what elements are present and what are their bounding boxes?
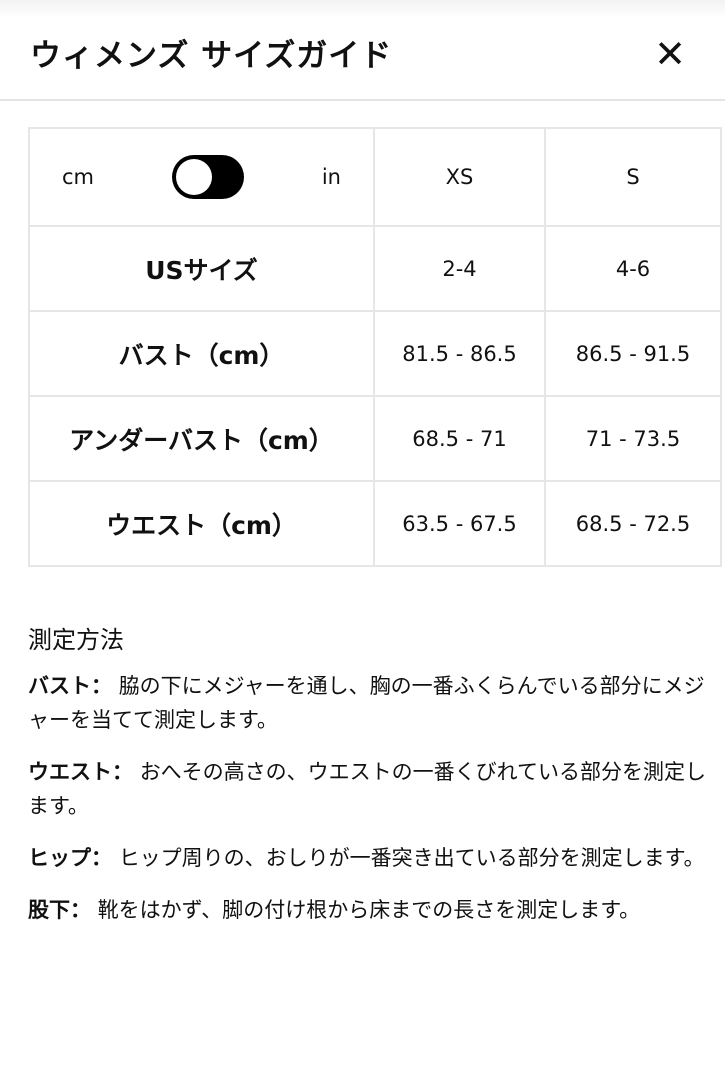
measure-item: バスト： 脇の下にメジャーを通し、胸の一番ふくらんでいる部分にメジャーを当てて測… (28, 669, 713, 737)
measure-text: 靴をはかず、脚の付け根から床までの長さを測定します。 (97, 898, 641, 922)
table-row: アンダーバスト（cm） 68.5 - 71 71 - 73.5 (28, 395, 722, 482)
cell: 68.5 - 72.5 (544, 480, 722, 567)
measure-text: 脇の下にメジャーを通し、胸の一番ふくらんでいる部分にメジャーを当てて測定します。 (28, 674, 705, 732)
measure-item: 股下： 靴をはかず、脚の付け根から床までの長さを測定します。 (28, 893, 713, 927)
cell: 86.5 - 91.5 (544, 310, 722, 397)
row-label: アンダーバスト（cm） (28, 395, 375, 482)
unit-in-label: in (321, 165, 341, 189)
cell: 4-6 (544, 225, 722, 312)
measure-term: ウエスト： (28, 760, 133, 784)
page-title: ウィメンズ サイズガイド (30, 38, 393, 74)
toggle-knob (175, 159, 212, 195)
size-header-xs: XS (373, 127, 546, 227)
size-header-s: S (544, 127, 722, 227)
measure-term: バスト： (28, 674, 112, 698)
measure-term: ヒップ： (28, 846, 112, 870)
modal-header: ウィメンズ サイズガイド ✕ (0, 0, 725, 101)
measure-text: おへその高さの、ウエストの一番くびれている部分を測定します。 (28, 760, 707, 818)
cell: 2-4 (373, 225, 546, 312)
row-label: ウエスト（cm） (28, 480, 375, 567)
table-row: バスト（cm） 81.5 - 86.5 86.5 - 91.5 (28, 310, 722, 397)
top-shade (0, 0, 725, 18)
measure-term: 股下： (28, 898, 91, 922)
unit-cm-label: cm (62, 165, 95, 189)
table-row: ウエスト（cm） 63.5 - 67.5 68.5 - 72.5 (28, 480, 722, 567)
measure-item: ヒップ： ヒップ周りの、おしりが一番突き出ている部分を測定します。 (28, 841, 713, 875)
section-heading: 測定方法 (28, 626, 124, 654)
measure-text: ヒップ周りの、おしりが一番突き出ている部分を測定します。 (118, 846, 705, 870)
cell: 68.5 - 71 (373, 395, 546, 482)
close-icon[interactable]: ✕ (654, 32, 686, 76)
cell: 63.5 - 67.5 (373, 480, 546, 567)
table-row: USサイズ 2-4 4-6 (28, 225, 722, 312)
measurement-guide: 測定方法 バスト： 脇の下にメジャーを通し、胸の一番ふくらんでいる部分にメジャー… (28, 620, 713, 945)
cell: 71 - 73.5 (544, 395, 722, 482)
unit-switch-cell: cm in (28, 127, 375, 227)
row-label: バスト（cm） (28, 310, 375, 397)
size-table: cm in XS S USサイズ 2-4 4-6 バスト（cm） 81.5 - … (28, 127, 722, 567)
row-label: USサイズ (28, 225, 375, 312)
measure-item: ウエスト： おへその高さの、ウエストの一番くびれている部分を測定します。 (28, 755, 713, 823)
table-header-row: cm in XS S (28, 127, 722, 227)
cell: 81.5 - 86.5 (373, 310, 546, 397)
unit-toggle[interactable] (171, 155, 244, 199)
